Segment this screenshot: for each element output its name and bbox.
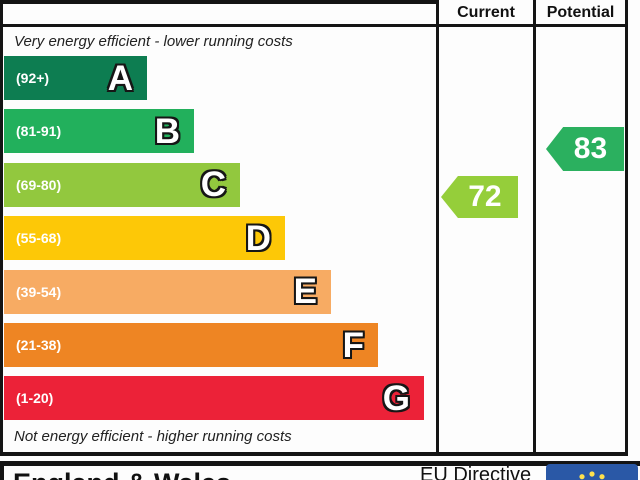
band-e-range: (39-54) — [16, 283, 62, 300]
band-f-range: (21-38) — [16, 337, 62, 353]
chart-top-border — [0, 0, 437, 4]
bottom-caption: Not energy efficient - higher running co… — [14, 428, 292, 445]
region-label: England & Wales — [13, 468, 231, 480]
band-e: (39-54) E — [4, 269, 331, 314]
chart-bottom-border — [0, 452, 628, 456]
band-c: (69-80) C — [4, 162, 240, 207]
band-c-letter: C — [200, 165, 226, 205]
current-column-header: Current — [457, 4, 515, 21]
band-b-letter: B — [154, 111, 180, 151]
table-right-border — [625, 0, 628, 456]
band-f-letter: F — [342, 325, 364, 365]
top-caption: Very energy efficient - lower running co… — [14, 33, 293, 50]
band-e-letter: E — [293, 272, 317, 312]
header-underline — [0, 24, 628, 27]
footer-left-border — [0, 466, 4, 480]
band-g-range: (1-20) — [16, 390, 54, 407]
band-g: (1-20) G — [4, 376, 424, 421]
eu-flag-icon — [546, 464, 638, 480]
current-column-left-border — [436, 0, 439, 456]
band-c-range: (69-80) — [16, 176, 62, 193]
band-d-range: (55-68) — [16, 230, 62, 247]
band-a-letter: A — [107, 58, 133, 98]
eu-flag-stars — [579, 471, 605, 480]
potential-column-left-border — [533, 0, 536, 456]
band-f: (21-38) F — [4, 323, 378, 367]
table-left-border — [0, 0, 3, 456]
potential-rating-value: 83 — [573, 132, 608, 165]
band-d-letter: D — [245, 218, 271, 258]
current-rating-value: 72 — [468, 180, 502, 213]
band-d: (55-68) D — [4, 216, 285, 261]
band-g-letter: G — [382, 378, 410, 418]
eu-directive-label: EU Directive — [420, 464, 532, 480]
band-b: (81-91) B — [4, 109, 194, 154]
potential-column-header: Potential — [546, 4, 615, 21]
footer-top-border — [0, 461, 640, 466]
current-rating-arrow: 72 — [441, 176, 518, 218]
band-a: (92+) A — [4, 56, 147, 100]
band-b-range: (81-91) — [16, 123, 62, 140]
band-a-range: (92+) — [16, 70, 50, 86]
potential-rating-arrow: 83 — [546, 127, 624, 171]
